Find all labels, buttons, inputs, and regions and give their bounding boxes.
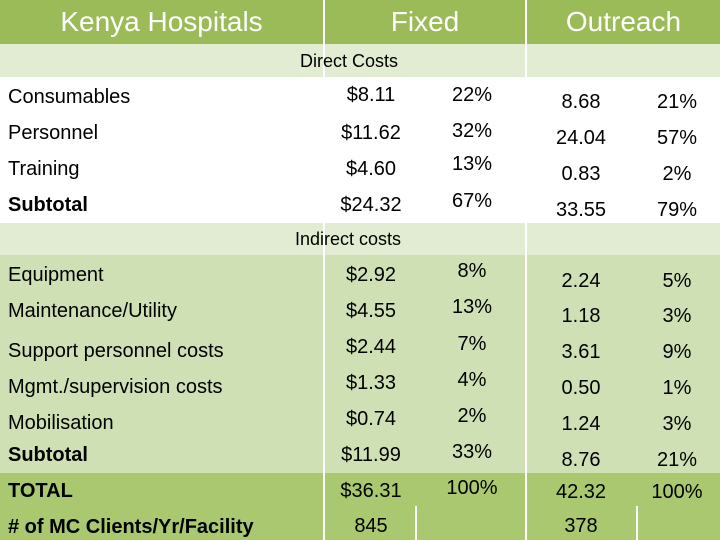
outreach-pct: 57% (656, 127, 698, 149)
row-label: Personnel (8, 122, 99, 144)
subtotal-label: Subtotal (8, 194, 88, 216)
header-fixed: Fixed (325, 0, 525, 44)
row-label: Mobilisation (8, 412, 114, 434)
fixed-cost: $8.11 (346, 84, 396, 106)
subtotal-label: Subtotal (8, 444, 88, 466)
row-label: Training (8, 158, 80, 180)
fixed-cost: $2.44 (345, 336, 397, 358)
outreach-pct: 3% (662, 413, 692, 435)
row-label: Maintenance/Utility (8, 300, 177, 322)
header-outreach: Outreach (527, 0, 720, 44)
total-label: TOTAL (8, 480, 73, 502)
clients-outreach: 378 (564, 515, 598, 537)
fixed-pct: 2% (457, 405, 487, 427)
clients-label: # of MC Clients/Yr/Facility (8, 516, 254, 538)
row-label: Support personnel costs (8, 340, 224, 362)
outreach-cost: 2.24 (561, 270, 601, 292)
band-indirect-heading (0, 223, 720, 255)
outreach-cost: 1.24 (561, 413, 601, 435)
header-title: Kenya Hospitals (0, 0, 323, 44)
outreach-cost: 24.04 (555, 127, 607, 149)
band-direct-rows (0, 77, 720, 223)
column-separator (415, 506, 417, 540)
band-direct-heading (0, 44, 720, 77)
outreach-cost: 8.76 (561, 449, 601, 471)
fixed-pct: 22% (451, 84, 493, 106)
fixed-cost: $4.60 (345, 158, 397, 180)
outreach-cost: 33.55 (555, 199, 607, 221)
band-indirect-rows (0, 255, 720, 473)
fixed-pct: 7% (457, 333, 487, 355)
outreach-pct: 79% (656, 199, 698, 221)
fixed-pct: 32% (451, 120, 493, 142)
indirect-costs-heading: Indirect costs (295, 229, 402, 249)
outreach-cost: 0.83 (561, 163, 601, 185)
outreach-cost: 0.50 (561, 377, 601, 399)
column-separator (323, 0, 325, 540)
fixed-cost: $2.92 (345, 264, 397, 286)
column-separator (525, 0, 527, 540)
total-fixed-cost: $36.31 (340, 480, 402, 502)
fixed-cost: $24.32 (340, 194, 402, 216)
fixed-cost: $11.62 (341, 122, 401, 144)
row-label: Consumables (8, 86, 131, 108)
fixed-pct: 13% (451, 296, 493, 318)
fixed-pct: 67% (451, 190, 493, 212)
direct-costs-heading: Direct Costs (300, 51, 399, 71)
fixed-pct: 4% (457, 369, 487, 391)
fixed-cost: $4.55 (345, 300, 397, 322)
fixed-pct: 8% (457, 260, 487, 282)
total-fixed-pct: 100% (446, 477, 498, 499)
outreach-pct: 21% (656, 91, 698, 113)
outreach-pct: 1% (662, 377, 692, 399)
fixed-cost: $1.33 (345, 372, 397, 394)
outreach-pct: 5% (662, 270, 692, 292)
fixed-pct: 13% (451, 153, 493, 175)
band-total (0, 473, 720, 540)
fixed-cost: $11.99 (341, 444, 401, 466)
outreach-cost: 3.61 (561, 341, 601, 363)
total-outreach-cost: 42.32 (555, 481, 607, 503)
outreach-pct: 3% (662, 305, 692, 327)
outreach-cost: 1.18 (561, 305, 601, 327)
outreach-pct: 21% (656, 449, 698, 471)
outreach-cost: 8.68 (561, 91, 601, 113)
fixed-pct: 33% (451, 441, 493, 463)
row-label: Equipment (8, 264, 104, 286)
outreach-pct: 9% (662, 341, 692, 363)
column-separator (636, 506, 638, 540)
row-label: Mgmt./supervision costs (8, 376, 223, 398)
fixed-cost: $0.74 (345, 408, 397, 430)
outreach-pct: 2% (662, 163, 692, 185)
clients-fixed: 845 (354, 515, 388, 537)
total-outreach-pct: 100% (651, 481, 703, 503)
